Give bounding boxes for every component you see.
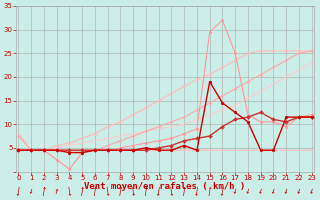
X-axis label: Vent moyen/en rafales ( km/h ): Vent moyen/en rafales ( km/h ) bbox=[84, 182, 246, 191]
